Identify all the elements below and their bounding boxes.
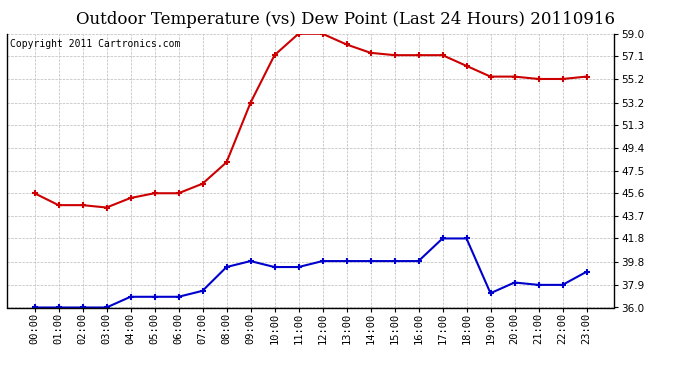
Text: Copyright 2011 Cartronics.com: Copyright 2011 Cartronics.com [10,39,180,49]
Text: Outdoor Temperature (vs) Dew Point (Last 24 Hours) 20110916: Outdoor Temperature (vs) Dew Point (Last… [75,11,615,28]
